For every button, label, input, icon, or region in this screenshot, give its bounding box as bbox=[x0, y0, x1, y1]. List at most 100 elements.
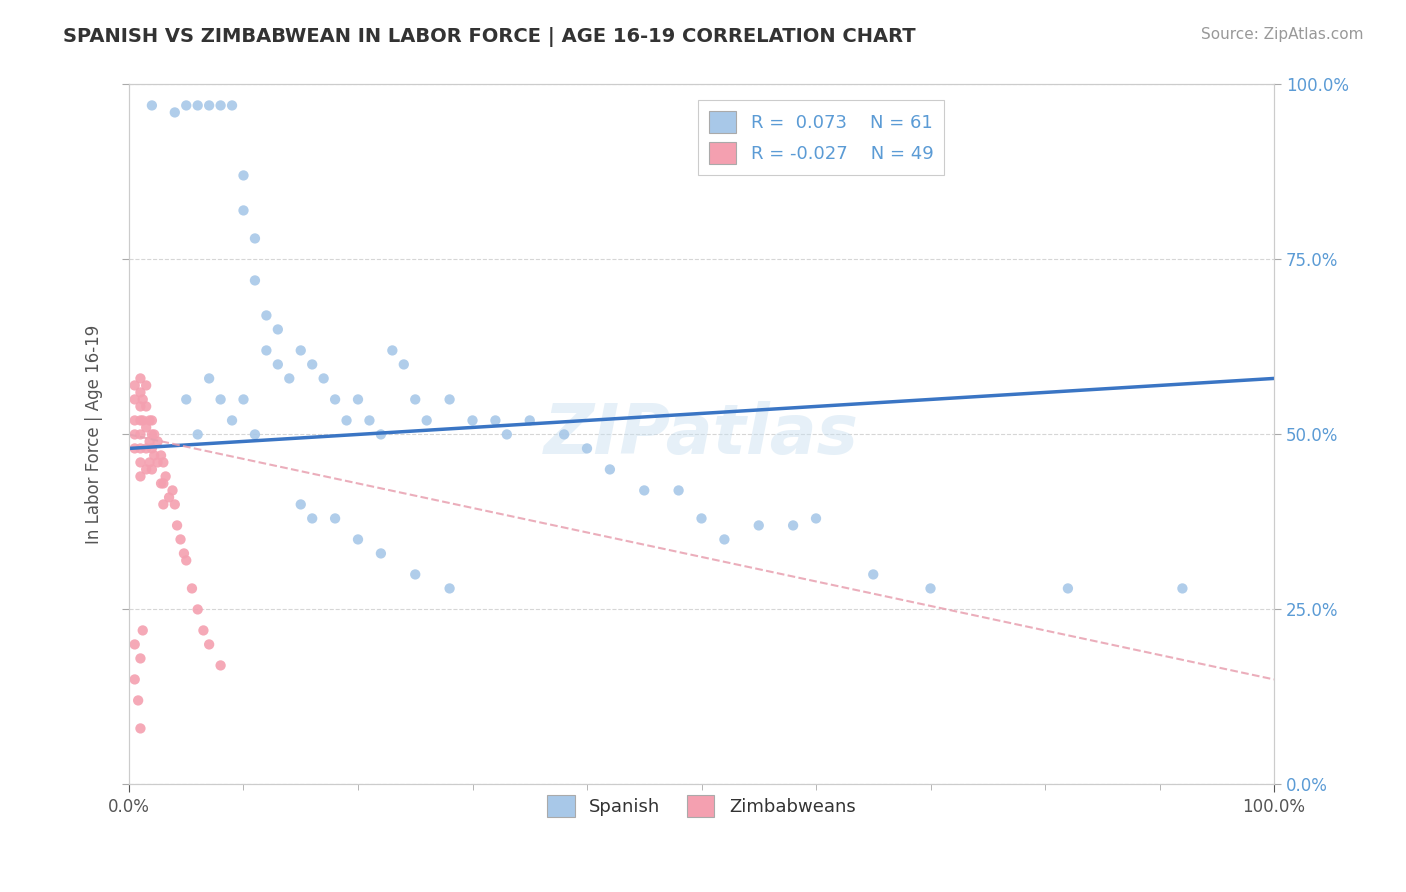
Point bbox=[347, 392, 370, 407]
Point bbox=[138, 455, 160, 469]
Point bbox=[862, 567, 884, 582]
Point bbox=[150, 449, 173, 463]
Point bbox=[370, 427, 392, 442]
Point bbox=[439, 582, 461, 596]
Point bbox=[166, 518, 188, 533]
Point bbox=[163, 105, 186, 120]
Point bbox=[162, 483, 184, 498]
Point bbox=[439, 392, 461, 407]
Point bbox=[198, 371, 221, 385]
Point bbox=[209, 98, 232, 112]
Point bbox=[1171, 582, 1194, 596]
Point bbox=[129, 469, 152, 483]
Point bbox=[157, 491, 180, 505]
Point bbox=[129, 651, 152, 665]
Point bbox=[209, 658, 232, 673]
Point bbox=[187, 427, 209, 442]
Point bbox=[267, 358, 290, 372]
Point bbox=[132, 413, 155, 427]
Text: SPANISH VS ZIMBABWEAN IN LABOR FORCE | AGE 16-19 CORRELATION CHART: SPANISH VS ZIMBABWEAN IN LABOR FORCE | A… bbox=[63, 27, 915, 46]
Point bbox=[135, 400, 157, 414]
Point bbox=[169, 533, 191, 547]
Point bbox=[198, 637, 221, 651]
Point bbox=[152, 455, 174, 469]
Point bbox=[187, 602, 209, 616]
Point bbox=[713, 533, 735, 547]
Point bbox=[415, 413, 437, 427]
Point bbox=[690, 511, 713, 525]
Point bbox=[267, 322, 290, 336]
Point bbox=[129, 427, 152, 442]
Text: Source: ZipAtlas.com: Source: ZipAtlas.com bbox=[1201, 27, 1364, 42]
Point bbox=[347, 533, 370, 547]
Point bbox=[404, 567, 426, 582]
Point bbox=[381, 343, 404, 358]
Point bbox=[129, 455, 152, 469]
Point bbox=[668, 483, 690, 498]
Point bbox=[141, 427, 163, 442]
Point bbox=[150, 476, 173, 491]
Point bbox=[143, 449, 166, 463]
Point bbox=[290, 498, 312, 512]
Point bbox=[129, 413, 152, 427]
Point bbox=[254, 309, 277, 323]
Point bbox=[146, 455, 169, 469]
Point bbox=[1057, 582, 1080, 596]
Point bbox=[146, 434, 169, 449]
Point bbox=[143, 427, 166, 442]
Text: ZIPatlas: ZIPatlas bbox=[544, 401, 859, 468]
Point bbox=[243, 273, 266, 287]
Point bbox=[152, 476, 174, 491]
Point bbox=[232, 203, 254, 218]
Point bbox=[243, 427, 266, 442]
Point bbox=[359, 413, 381, 427]
Point bbox=[335, 413, 357, 427]
Point bbox=[141, 98, 163, 112]
Point bbox=[243, 231, 266, 245]
Point bbox=[290, 343, 312, 358]
Point bbox=[124, 378, 146, 392]
Point bbox=[135, 462, 157, 476]
Point bbox=[323, 392, 346, 407]
Point bbox=[232, 169, 254, 183]
Point bbox=[301, 358, 323, 372]
Point bbox=[392, 358, 415, 372]
Point bbox=[174, 98, 197, 112]
Point bbox=[135, 442, 157, 456]
Point bbox=[633, 483, 655, 498]
Point bbox=[370, 546, 392, 560]
Point bbox=[404, 392, 426, 407]
Point bbox=[221, 413, 243, 427]
Point bbox=[124, 413, 146, 427]
Point bbox=[232, 392, 254, 407]
Point bbox=[301, 511, 323, 525]
Point bbox=[519, 413, 541, 427]
Point bbox=[141, 442, 163, 456]
Point bbox=[173, 546, 195, 560]
Point bbox=[221, 98, 243, 112]
Point bbox=[553, 427, 575, 442]
Point bbox=[920, 582, 942, 596]
Point bbox=[124, 637, 146, 651]
Point bbox=[495, 427, 517, 442]
Point bbox=[181, 582, 204, 596]
Point bbox=[599, 462, 621, 476]
Point bbox=[254, 343, 277, 358]
Point bbox=[129, 371, 152, 385]
Legend: Spanish, Zimbabweans: Spanish, Zimbabweans bbox=[540, 788, 863, 824]
Point bbox=[124, 392, 146, 407]
Point bbox=[187, 98, 209, 112]
Point bbox=[124, 673, 146, 687]
Point bbox=[141, 413, 163, 427]
Point bbox=[129, 385, 152, 400]
Point bbox=[141, 462, 163, 476]
Point bbox=[152, 498, 174, 512]
Point bbox=[135, 378, 157, 392]
Point bbox=[174, 553, 197, 567]
Point bbox=[782, 518, 804, 533]
Point bbox=[174, 392, 197, 407]
Point bbox=[575, 442, 598, 456]
Point bbox=[138, 434, 160, 449]
Point bbox=[127, 693, 149, 707]
Point bbox=[193, 624, 215, 638]
